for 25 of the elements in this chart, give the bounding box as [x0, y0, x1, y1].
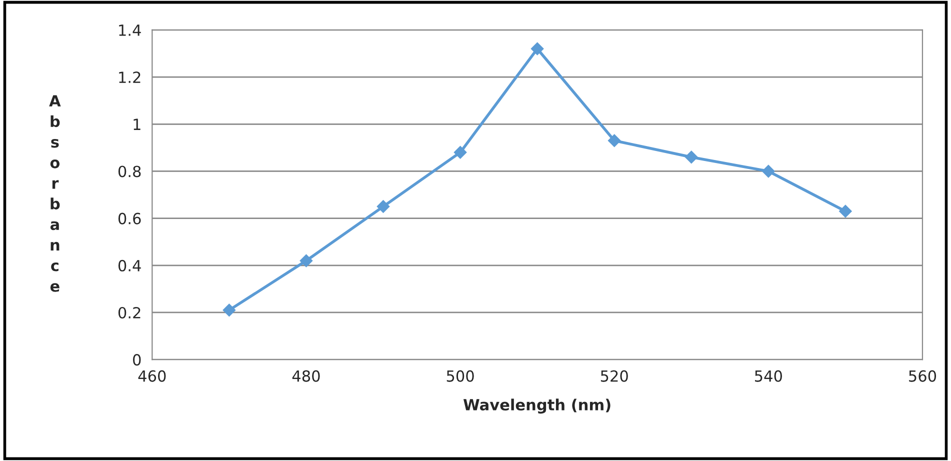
point: [762, 164, 775, 178]
x-tick-label: 540: [755, 370, 782, 382]
point: [530, 42, 544, 56]
y-tick-label: 0.8: [118, 166, 141, 178]
y-tick-label: 1.2: [119, 72, 140, 83]
y-tick-label: 1: [134, 118, 140, 130]
text: Absorbance: [49, 95, 61, 292]
y-tick-label: 0.4: [118, 260, 141, 272]
y-tick-label: 0.6: [118, 212, 141, 224]
y-tick-label: 0.2: [118, 306, 140, 319]
x-tick-label: 520: [600, 370, 628, 382]
x-tick-label: 460: [138, 370, 166, 382]
point: [454, 146, 467, 159]
x-axis-title: Wavelength (nm): [463, 398, 610, 414]
y-tick-label: 1.4: [119, 24, 141, 36]
point: [608, 134, 621, 148]
point: [222, 304, 236, 317]
x-tick-label: 560: [909, 370, 936, 382]
point: [376, 200, 390, 213]
point: [684, 150, 698, 164]
y-tick-label: 0: [133, 354, 141, 366]
point: [839, 204, 852, 218]
x-tick-label: 500: [446, 370, 474, 382]
point: [300, 254, 313, 268]
x-tick-label: 480: [292, 370, 320, 382]
